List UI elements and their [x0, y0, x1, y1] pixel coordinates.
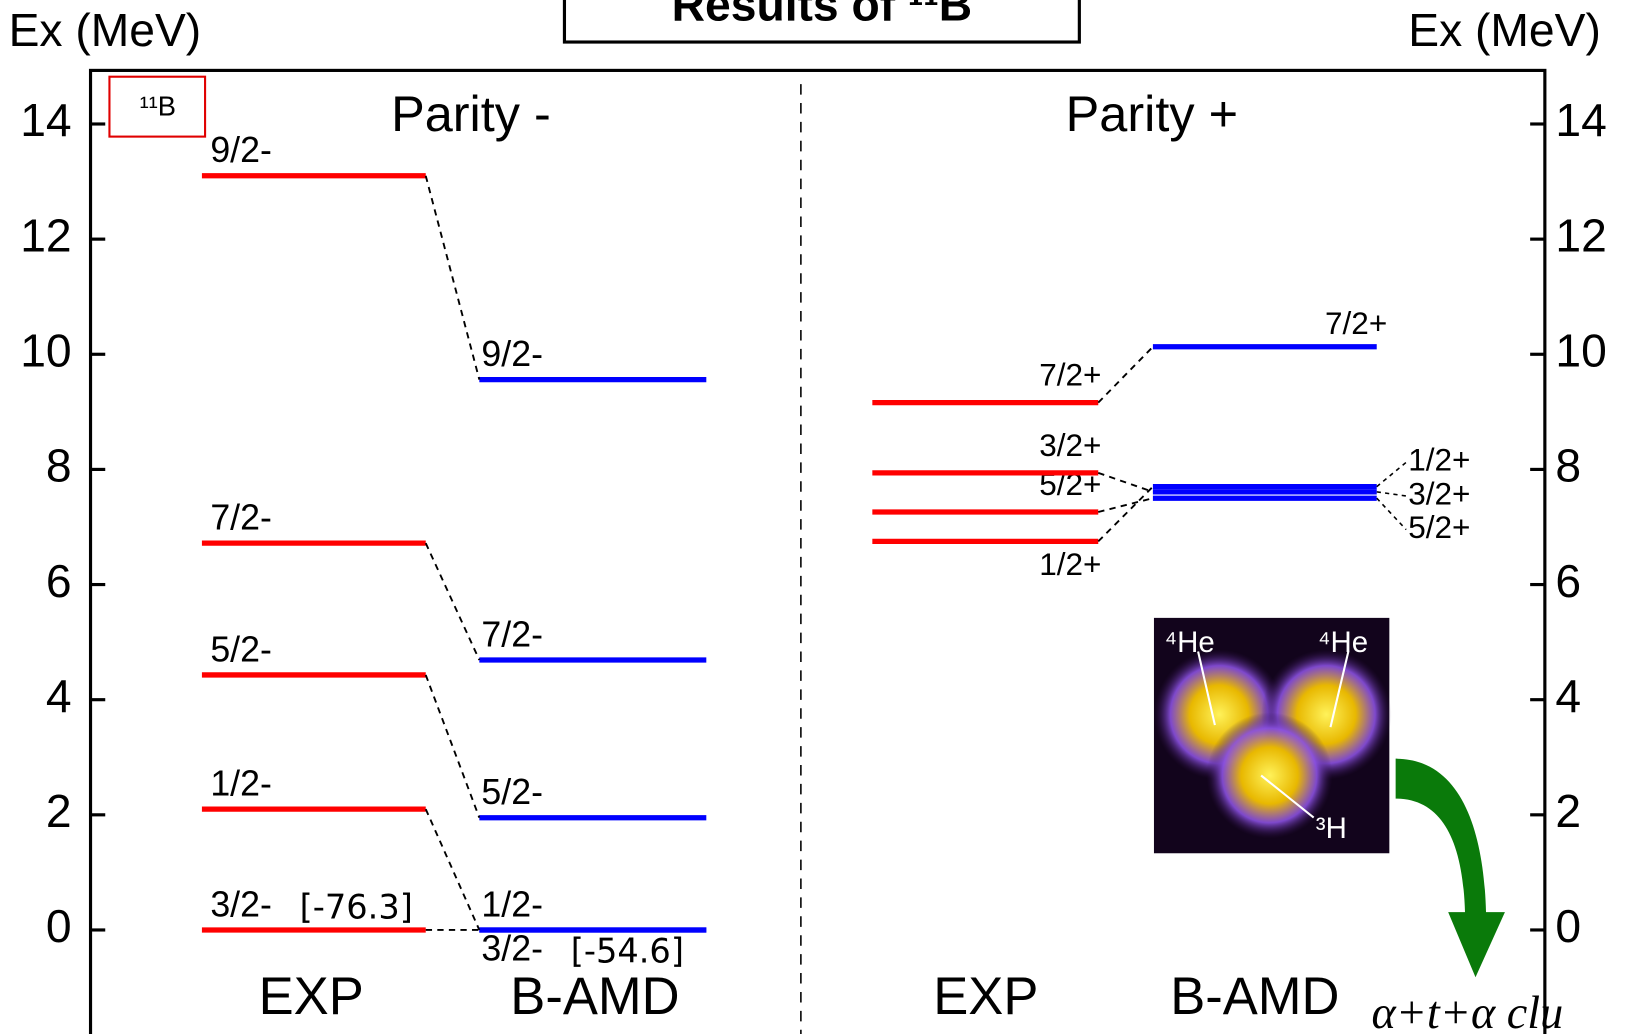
binding-energy: [-54.6]	[571, 932, 684, 971]
level-label: 7/2+	[1325, 305, 1387, 341]
y-tick-label: 12	[20, 209, 71, 261]
level-label: 3/2-	[210, 884, 272, 924]
level-link	[426, 675, 480, 818]
level-link	[426, 543, 480, 660]
y-tick-label: 2	[46, 785, 72, 837]
level-label: 5/2+	[1408, 509, 1470, 545]
column-label: EXP	[259, 967, 364, 1026]
y2-tick-label: 10	[1555, 324, 1606, 376]
y2-tick-label: 14	[1555, 94, 1606, 146]
level-label: 3/2+	[1408, 475, 1470, 511]
panel-title: Parity -	[391, 85, 551, 142]
level-label: 1/2-	[481, 884, 543, 924]
y-tick-label: 4	[46, 670, 72, 722]
label-leader	[1377, 462, 1406, 486]
y2-tick-label: 12	[1555, 209, 1606, 261]
level-label: 9/2-	[210, 130, 272, 170]
level-label: 7/2-	[481, 614, 543, 654]
nucleus-label: ¹¹B	[140, 90, 176, 121]
y-tick-label: 14	[20, 94, 71, 146]
y2-tick-label: 8	[1555, 440, 1581, 492]
level-link	[426, 809, 480, 930]
level-label: 7/2+	[1039, 357, 1101, 393]
y2-tick-label: 2	[1555, 785, 1581, 837]
label-leader	[1377, 498, 1406, 529]
y-axis-label: Ex (MeV)	[9, 4, 202, 56]
level-label: 7/2-	[210, 497, 272, 537]
column-label: EXP	[933, 967, 1038, 1026]
y2-tick-label: 6	[1555, 555, 1581, 607]
binding-energy: [-76.3]	[300, 887, 413, 926]
caption: α+t+α clu	[1371, 987, 1563, 1034]
level-label: 5/2-	[481, 772, 543, 812]
y2-axis-label: Ex (MeV)	[1408, 4, 1601, 56]
level-link	[426, 176, 480, 380]
density-plot: ⁴He ⁴He ³H	[1154, 618, 1391, 853]
column-label: B-AMD	[510, 967, 679, 1026]
level-label: 5/2-	[210, 629, 272, 669]
y-tick-label: 6	[46, 555, 72, 607]
level-label: 3/2+	[1039, 427, 1101, 463]
y-tick-label: 8	[46, 440, 72, 492]
y-tick-label: 0	[46, 900, 72, 952]
y2-tick-label: 0	[1555, 900, 1581, 952]
level-link	[1098, 487, 1153, 542]
level-link	[1098, 473, 1153, 492]
level-label: 1/2-	[210, 763, 272, 803]
y2-tick-label: 4	[1555, 670, 1581, 722]
level-link	[1098, 347, 1153, 403]
level-label: 9/2-	[481, 334, 543, 374]
column-label: B-AMD	[1170, 967, 1339, 1026]
level-label: 3/2-	[481, 928, 543, 968]
density-label: ⁴He	[1164, 626, 1214, 659]
panel-title: Parity +	[1066, 85, 1238, 142]
density-label: ³H	[1316, 812, 1347, 845]
chart-title: Results of ¹¹B	[672, 0, 972, 31]
level-link	[1098, 498, 1153, 512]
label-leader	[1377, 492, 1406, 496]
arrow	[1396, 759, 1505, 978]
level-label: 1/2+	[1408, 442, 1470, 478]
density-label: ⁴He	[1318, 626, 1368, 659]
y-tick-label: 10	[20, 324, 71, 376]
level-label: 1/2+	[1039, 546, 1101, 582]
chart: Results of ¹¹B Ex (MeV) Ex (MeV) ¹¹B ⁴He…	[0, 0, 1648, 1034]
